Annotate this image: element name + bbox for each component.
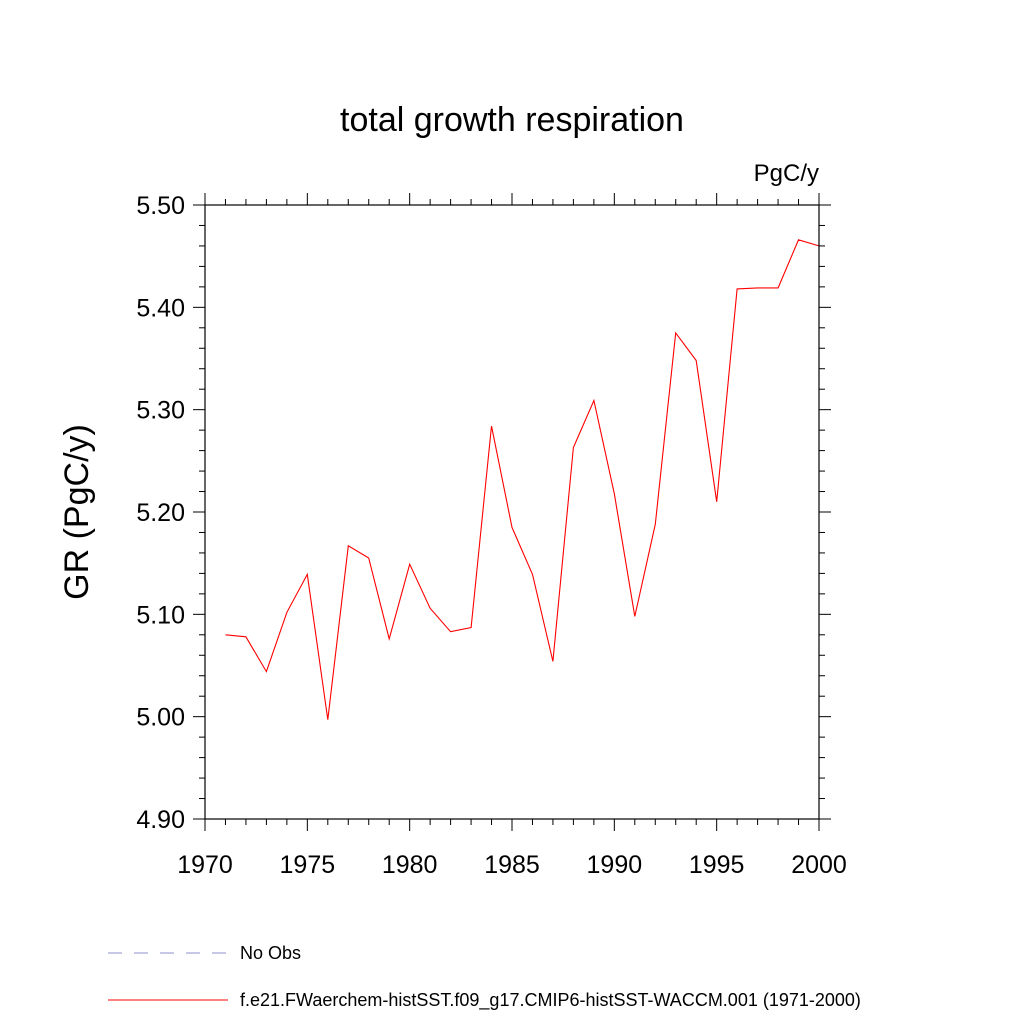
y-tick-label: 5.40: [136, 294, 185, 322]
plot-frame: [204, 204, 820, 820]
x-tick-label: 1990: [587, 851, 643, 879]
x-tick-label: 1995: [689, 851, 745, 879]
units-label: PgC/y: [754, 160, 819, 187]
x-tick-label: 1985: [484, 851, 540, 879]
chart-title: total growth respiration: [340, 101, 684, 139]
legend-label-no-obs: No Obs: [240, 943, 301, 963]
y-tick-label: 5.30: [136, 397, 185, 425]
y-tick-label: 5.00: [136, 704, 185, 732]
x-tick-label: 2000: [791, 851, 847, 879]
y-tick-label: 4.90: [136, 806, 185, 834]
series-line: [225, 239, 820, 720]
y-tick-label: 5.50: [136, 192, 185, 220]
legend: No Obs f.e21.FWaerchem-histSST.f09_g17.C…: [108, 943, 861, 1011]
x-tick-label: 1970: [177, 851, 233, 879]
series-layer: [225, 239, 820, 720]
axis-ticks: [193, 193, 831, 831]
y-tick-label: 5.10: [136, 601, 185, 629]
x-tick-label: 1975: [280, 851, 336, 879]
y-axis-label: GR (PgC/y): [58, 424, 96, 600]
legend-label-model: f.e21.FWaerchem-histSST.f09_g17.CMIP6-hi…: [240, 990, 861, 1011]
x-tick-label: 1980: [382, 851, 438, 879]
y-tick-labels: 4.90 5.00 5.10 5.20 5.30 5.40 5.50: [136, 192, 185, 834]
x-tick-labels: 1970 1975 1980 1985 1990 1995 2000: [177, 851, 847, 879]
y-tick-label: 5.20: [136, 499, 185, 527]
